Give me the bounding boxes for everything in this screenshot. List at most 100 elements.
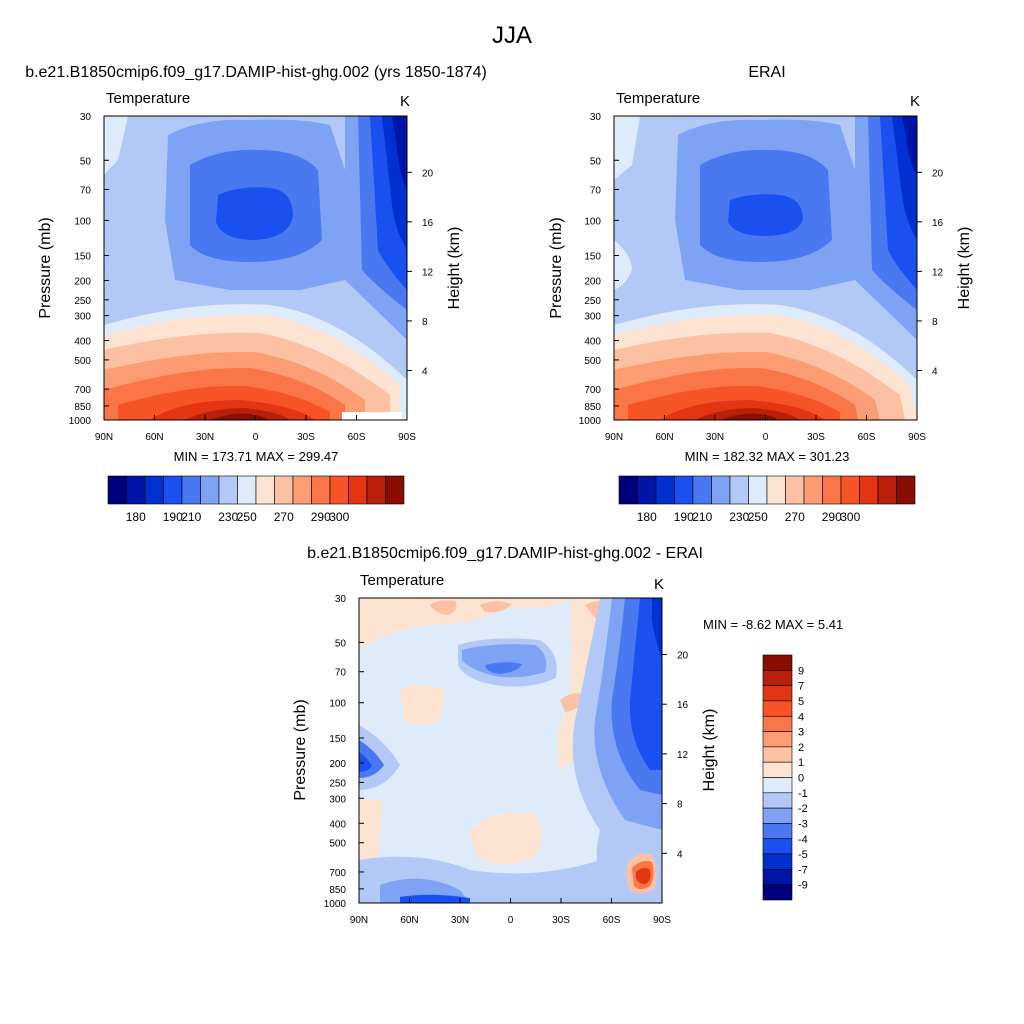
axes: 3050701001502002503004005007008501000481… bbox=[324, 594, 689, 926]
colorbar-box bbox=[366, 475, 386, 505]
y-axis-label: Pressure (mb) bbox=[37, 217, 54, 318]
colorbar-label: 180 bbox=[637, 510, 657, 524]
colorbar-box bbox=[181, 475, 201, 505]
colorbar-box bbox=[200, 475, 220, 505]
y-tick-label: 400 bbox=[74, 337, 91, 348]
colorbar-label: -3 bbox=[798, 818, 808, 830]
colorbar-label: 300 bbox=[840, 510, 860, 524]
y-tick-label: 700 bbox=[74, 385, 91, 396]
colorbar-label: 290 bbox=[311, 510, 331, 524]
colorbar-box bbox=[762, 670, 793, 686]
colorbar-box bbox=[163, 475, 183, 505]
panel-title: ERAI bbox=[748, 64, 785, 81]
colorbar-label: -4 bbox=[798, 834, 808, 846]
colorbar-box bbox=[729, 475, 749, 505]
height-tick-label: 20 bbox=[422, 168, 434, 179]
colorbar-box bbox=[803, 475, 823, 505]
y-tick-label: 30 bbox=[335, 594, 347, 605]
axes: 3050701001502002503004005007008501000481… bbox=[579, 112, 944, 443]
x-tick-label: 30N bbox=[196, 432, 214, 443]
colorbar-box bbox=[329, 475, 349, 505]
height-tick-label: 16 bbox=[422, 218, 434, 229]
y-tick-label: 850 bbox=[329, 885, 346, 896]
colorbar-box bbox=[896, 475, 916, 505]
colorbar-box bbox=[762, 731, 793, 748]
y-axis-label: Pressure (mb) bbox=[548, 217, 565, 318]
height-tick-label: 12 bbox=[932, 267, 944, 278]
colorbar-box bbox=[218, 475, 238, 505]
y-tick-label: 100 bbox=[584, 216, 601, 227]
height-tick-label: 12 bbox=[422, 267, 434, 278]
colorbar-label: 4 bbox=[798, 711, 804, 723]
panel-title: b.e21.B1850cmip6.f09_g17.DAMIP-hist-ghg.… bbox=[25, 64, 487, 81]
colorbar-label: 290 bbox=[822, 510, 842, 524]
y-tick-label: 50 bbox=[335, 638, 347, 649]
y-tick-label: 250 bbox=[584, 296, 601, 307]
x-tick-label: 60S bbox=[858, 432, 876, 443]
y-tick-label: 150 bbox=[584, 252, 601, 263]
y-tick-label: 100 bbox=[329, 699, 346, 710]
y-tick-label: 500 bbox=[74, 356, 91, 367]
colorbar-box bbox=[762, 823, 793, 840]
x-tick-label: 30N bbox=[451, 915, 469, 926]
colorbar-label: 300 bbox=[329, 510, 349, 524]
colorbar-box bbox=[762, 853, 793, 870]
y-tick-label: 150 bbox=[74, 252, 91, 263]
colorbar-box bbox=[618, 475, 638, 505]
x-tick-label: 90S bbox=[398, 432, 416, 443]
right-string: K bbox=[400, 93, 410, 110]
colorbar-box bbox=[762, 761, 793, 778]
colorbar-box bbox=[877, 475, 897, 505]
x-tick-label: 90N bbox=[605, 432, 623, 443]
colorbar-box bbox=[748, 475, 768, 505]
colorbar-label: 270 bbox=[274, 510, 294, 524]
colorbar-box bbox=[237, 475, 257, 505]
colorbar-box bbox=[674, 475, 694, 505]
colorbar-box bbox=[144, 475, 164, 505]
y-tick-label: 70 bbox=[590, 185, 602, 196]
x-tick-label: 60N bbox=[655, 432, 673, 443]
min-max-stats: MIN = 173.71 MAX = 299.47 bbox=[174, 449, 339, 464]
y-tick-label: 30 bbox=[590, 112, 602, 123]
colorbar-label: 230 bbox=[218, 510, 238, 524]
x-tick-label: 30S bbox=[552, 915, 570, 926]
colorbar-label: 9 bbox=[798, 665, 804, 677]
colorbar-label: 1 bbox=[798, 757, 804, 769]
colorbar-box bbox=[859, 475, 879, 505]
colorbar-box bbox=[762, 884, 793, 901]
x-tick-label: 90N bbox=[95, 432, 113, 443]
left-string: Temperature bbox=[360, 572, 444, 589]
x-tick-label: 0 bbox=[508, 915, 514, 926]
panel-title: b.e21.B1850cmip6.f09_g17.DAMIP-hist-ghg.… bbox=[307, 545, 703, 562]
y-tick-label: 300 bbox=[74, 312, 91, 323]
contour-fill bbox=[614, 116, 917, 420]
colorbar-box bbox=[762, 869, 793, 885]
colorbar-box bbox=[762, 685, 793, 702]
colorbar-box bbox=[762, 654, 793, 671]
contour-fill bbox=[104, 116, 407, 420]
x-tick-label: 30S bbox=[297, 432, 315, 443]
height-tick-label: 20 bbox=[932, 168, 944, 179]
colorbar-label: 250 bbox=[748, 510, 768, 524]
colorbar-label: -5 bbox=[798, 849, 808, 861]
y-tick-label: 200 bbox=[329, 759, 346, 770]
panel-model: b.e21.B1850cmip6.f09_g17.DAMIP-hist-ghg.… bbox=[25, 64, 487, 524]
colorbar-label: 250 bbox=[237, 510, 257, 524]
height-tick-label: 16 bbox=[677, 700, 689, 711]
y-tick-label: 200 bbox=[74, 276, 91, 287]
colorbar-label: 230 bbox=[729, 510, 749, 524]
x-tick-label: 30N bbox=[706, 432, 724, 443]
colorbar-box bbox=[785, 475, 805, 505]
colorbar-box bbox=[766, 475, 786, 505]
colorbar-box bbox=[762, 746, 793, 763]
colorbar-label: 190 bbox=[674, 510, 694, 524]
colorbar-label: -2 bbox=[798, 803, 808, 815]
left-string: Temperature bbox=[616, 90, 700, 107]
y-tick-label: 1000 bbox=[324, 899, 347, 910]
colorbar-label: 210 bbox=[692, 510, 712, 524]
colorbar-label: 5 bbox=[798, 696, 804, 708]
figure-title: JJA bbox=[492, 22, 532, 49]
x-tick-label: 60S bbox=[603, 915, 621, 926]
